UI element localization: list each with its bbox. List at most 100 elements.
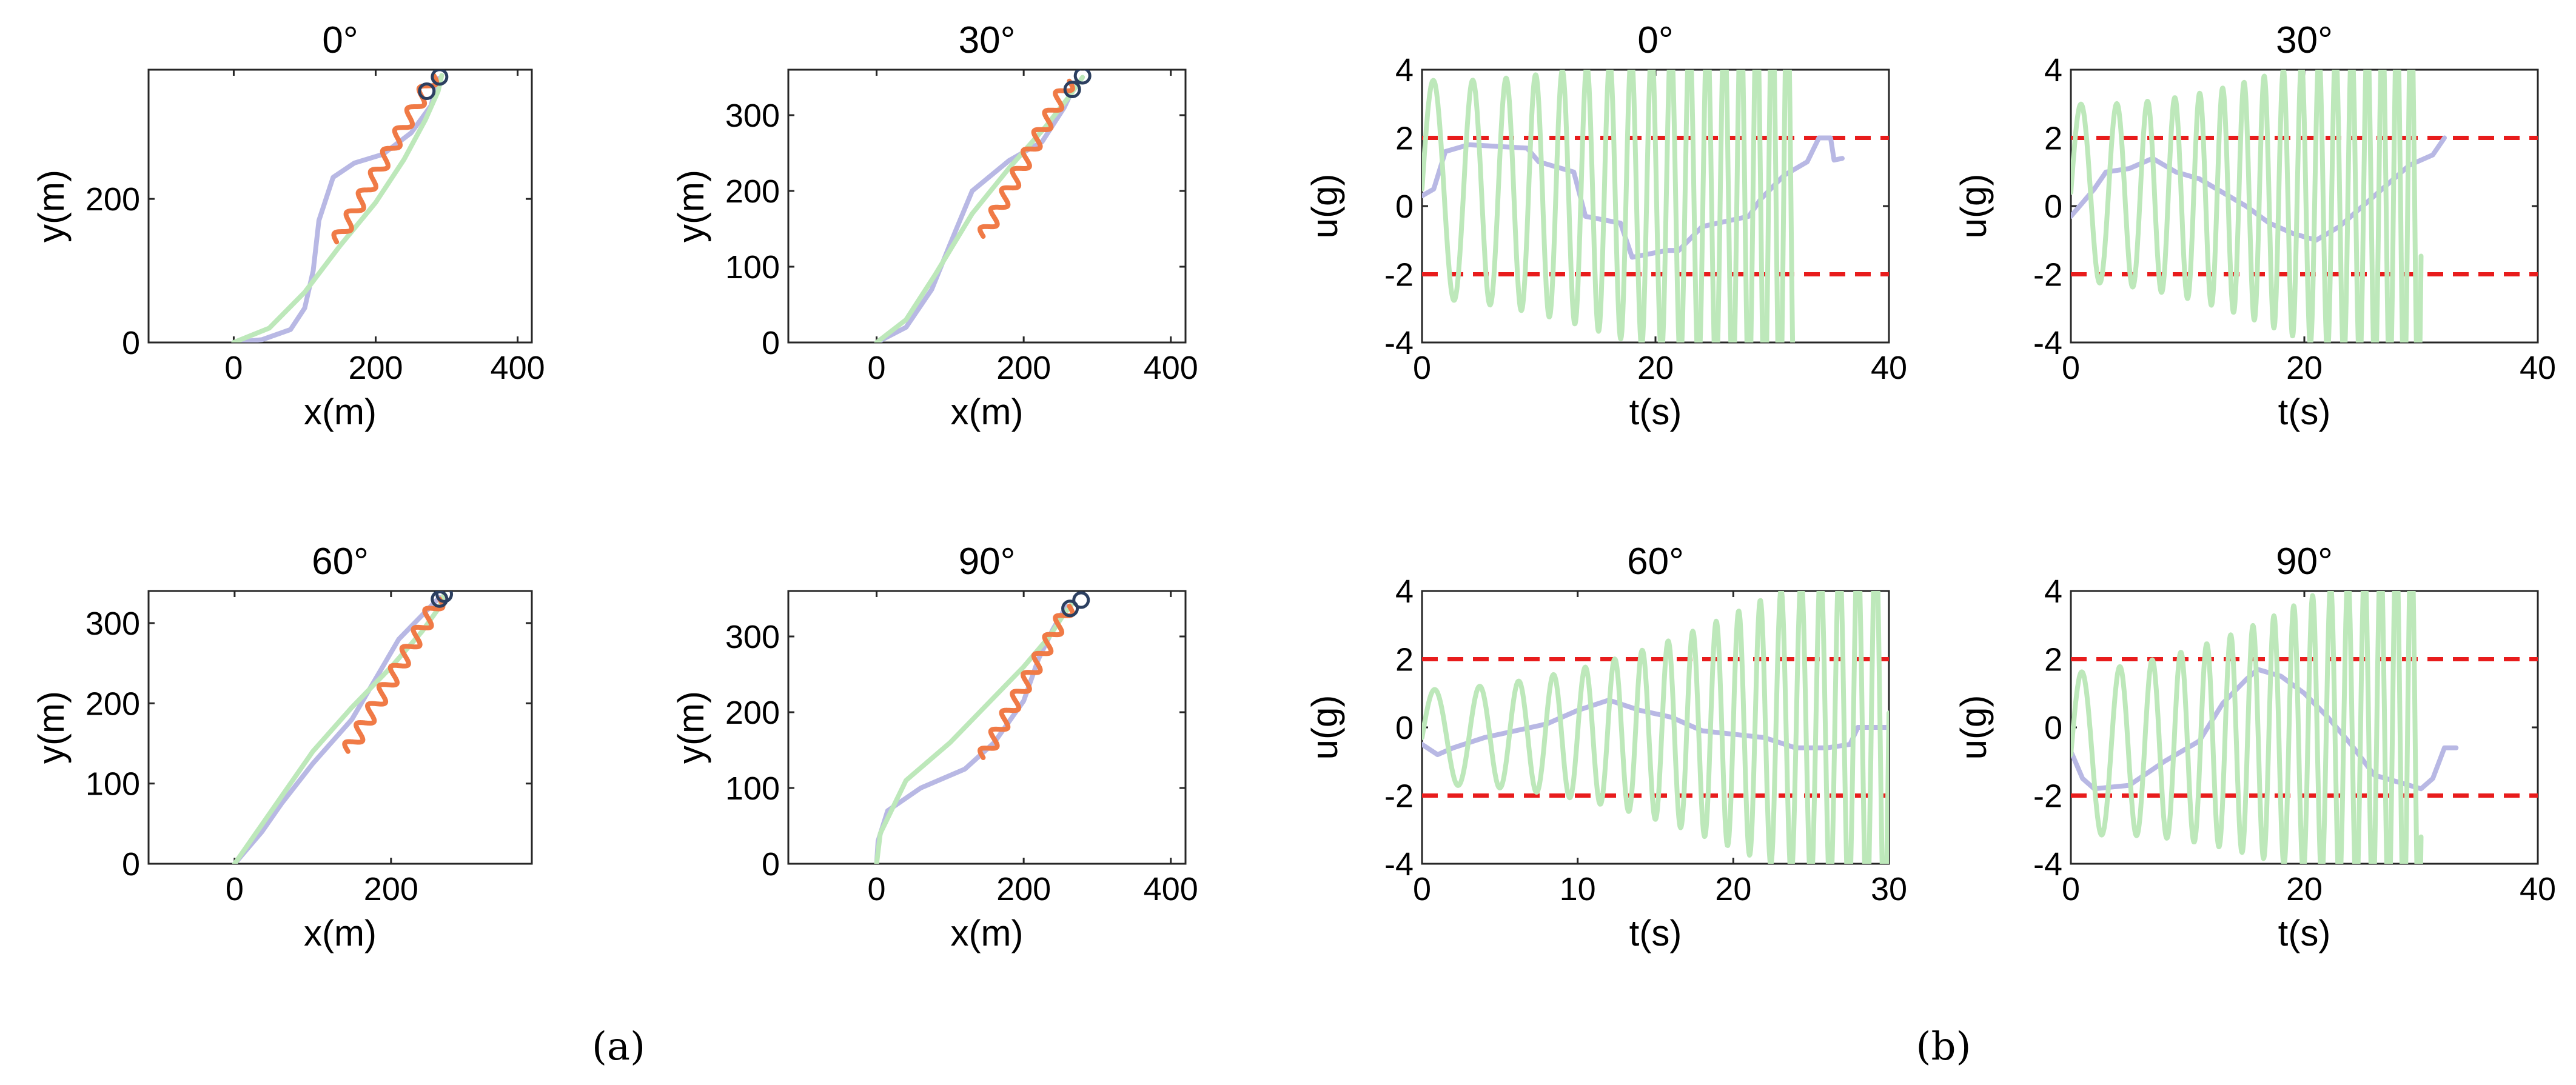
series-line-target (331, 73, 440, 245)
x-tick-label: 40 (2520, 350, 2556, 386)
subplot-title: 90° (2276, 541, 2333, 583)
x-tick-label: 30 (1871, 871, 1907, 907)
subplot-5: 0 20 40 -4 -2 0 2 4 0° t(s) u(g) (1304, 19, 1907, 432)
x-tick-label: 0 (2062, 350, 2080, 386)
series-group (2071, 70, 2447, 342)
y-axis-label: u(g) (1304, 174, 1345, 239)
series-line-missile-a (874, 78, 1079, 342)
series-group (232, 591, 454, 864)
subplot-title: 30° (2276, 19, 2333, 61)
series-line-missile-b (874, 75, 1085, 342)
subplot-3: 0 200 0 100 200 300 60° x(m) y(m) (31, 541, 533, 953)
x-axis-label: x(m) (951, 913, 1024, 953)
plot-area (787, 590, 1187, 865)
series-group (874, 70, 1092, 342)
subplot-2: 0 200 400 0 100 200 300 30° x(m) y(m) (671, 19, 1198, 432)
y-tick-label: 200 (86, 181, 140, 218)
series-line-missile-a (231, 76, 441, 342)
y-axis-label: u(g) (1304, 695, 1345, 760)
subplot-8: 0 20 40 -4 -2 0 2 4 90° t(s) u(g) (1953, 541, 2556, 953)
x-tick-label: 200 (996, 871, 1051, 907)
endpoint-marker (1072, 591, 1090, 609)
series-line-missile-a (232, 595, 442, 864)
y-tick-label: 200 (725, 695, 780, 731)
y-tick-label: 0 (762, 325, 780, 361)
y-tick-label: 2 (1395, 121, 1414, 157)
y-tick-label: 2 (2044, 121, 2062, 157)
y-tick-label: 4 (1395, 52, 1414, 88)
x-axis-label: t(s) (1629, 392, 1682, 432)
series-line-target (978, 604, 1075, 760)
series-group (1422, 70, 1845, 342)
y-tick-label: 100 (725, 770, 780, 807)
y-tick-label: 300 (725, 98, 780, 134)
panel-label-a: (a) (592, 1024, 645, 1069)
y-tick-label: -2 (2033, 778, 2062, 815)
plot-area (787, 68, 1187, 344)
endpoint-marker (1063, 81, 1081, 98)
y-tick-label: 4 (1395, 573, 1414, 610)
subplot-4: 0 200 400 0 100 200 300 90° x(m) y(m) (671, 541, 1198, 953)
x-tick-label: 200 (996, 350, 1051, 386)
x-tick-label: 200 (348, 350, 403, 386)
x-axis-label: t(s) (1629, 913, 1682, 953)
y-tick-label: 0 (1395, 189, 1414, 225)
y-tick-label: 100 (86, 766, 140, 803)
endpoint-marker (431, 70, 449, 86)
endpoint-marker (431, 591, 449, 608)
y-tick-label: 4 (2044, 573, 2062, 610)
y-tick-label: -4 (1384, 846, 1414, 883)
x-tick-label: 0 (1413, 350, 1431, 386)
x-axis-label: x(m) (304, 392, 377, 432)
subplot-1: 0 200 400 0 200 0° x(m) y(m) (31, 19, 545, 432)
endpoint-marker (1073, 70, 1092, 85)
y-tick-label: 2 (2044, 642, 2062, 678)
y-tick-label: -2 (2033, 257, 2062, 293)
x-tick-label: 400 (1144, 350, 1198, 386)
x-axis-label: x(m) (951, 392, 1024, 432)
endpoint-marker (418, 82, 436, 101)
y-tick-label: 2 (1395, 642, 1414, 678)
y-tick-label: 0 (2044, 189, 2062, 225)
x-tick-label: 200 (364, 871, 418, 907)
subplot-title: 30° (959, 19, 1016, 61)
y-tick-label: 0 (762, 846, 780, 883)
x-tick-label: 40 (2520, 871, 2556, 907)
y-axis-label: y(m) (671, 170, 711, 242)
x-axis-label: x(m) (304, 913, 377, 953)
series-group (2071, 591, 2459, 864)
subplot-6: 0 20 40 -4 -2 0 2 4 30° t(s) u(g) (1953, 19, 2556, 432)
y-tick-label: -2 (1384, 778, 1414, 815)
subplot-7: 0 10 20 30 -4 -2 0 2 4 60° t(s) u(g) (1304, 541, 1907, 953)
subplot-title: 0° (1637, 19, 1673, 61)
y-tick-label: 200 (86, 686, 140, 722)
x-tick-label: 400 (1144, 871, 1198, 907)
y-axis-label: u(g) (1953, 174, 1994, 239)
x-tick-label: 0 (868, 871, 886, 907)
x-tick-label: 0 (226, 871, 244, 907)
y-tick-label: 300 (725, 619, 780, 655)
plot-area (147, 590, 533, 865)
x-axis-label: t(s) (2278, 913, 2331, 953)
x-tick-label: 0 (224, 350, 243, 386)
series-line-missile-b (874, 602, 1074, 864)
series-line-target (342, 596, 446, 754)
y-tick-label: 0 (122, 325, 140, 361)
subplot-title: 60° (312, 541, 369, 583)
x-tick-label: 10 (1560, 871, 1596, 907)
plot-area (147, 68, 533, 344)
y-tick-label: 0 (122, 846, 140, 883)
series-line-control-a (1422, 698, 1889, 757)
y-tick-label: 0 (2044, 710, 2062, 746)
series-line-target (978, 78, 1075, 239)
y-tick-label: 300 (86, 606, 140, 642)
y-axis-label: y(m) (671, 691, 711, 764)
y-tick-label: 200 (725, 173, 780, 210)
series-line-control-b (2071, 70, 2424, 342)
endpoint-marker (1061, 599, 1079, 618)
series-group (874, 591, 1090, 864)
y-tick-label: 4 (2044, 52, 2062, 88)
x-tick-label: 20 (2286, 871, 2323, 907)
